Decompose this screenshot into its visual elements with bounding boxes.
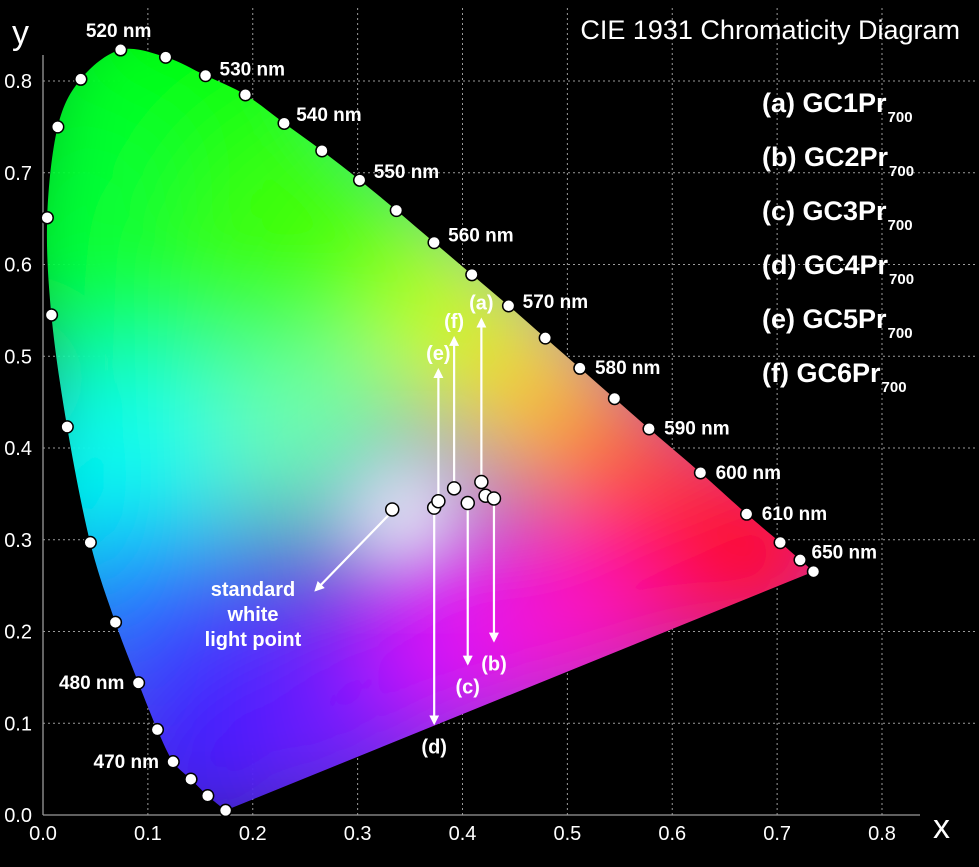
locus-point [60, 420, 74, 434]
white-point-marker [384, 502, 400, 517]
sample-point [486, 491, 502, 506]
wavelength-label: 560 nm [448, 225, 513, 246]
y-tick-label: 0.0 [4, 805, 32, 827]
locus-point [427, 235, 441, 250]
locus-point [218, 803, 233, 818]
locus-point [607, 391, 622, 406]
locus-point [693, 466, 708, 480]
locus-point [315, 143, 329, 158]
locus-point [238, 88, 253, 102]
locus-point [352, 173, 367, 187]
wavelength-label: 580 nm [595, 358, 660, 379]
wavelength-label: 570 nm [523, 292, 588, 313]
shift-arrows [314, 317, 499, 726]
tick-labels: 0.0 0.1 0.2 0.3 0.4 0.5 0.6 0.7 0.8 0.0 0.1 0.2 0.3 0… [4, 71, 896, 845]
sample-marker-label: (d) [421, 736, 447, 758]
annotation-line: light point [205, 629, 302, 651]
locus-point [113, 43, 128, 57]
legend-entry: (c) GC3Pr700 [762, 196, 913, 234]
y-tick-label: 0.2 [4, 622, 32, 644]
sample-marker-label: (e) [426, 343, 450, 365]
sample-marker-label: (b) [481, 654, 507, 676]
locus-point [184, 772, 198, 786]
y-tick-label: 0.6 [4, 255, 32, 277]
locus-point [642, 421, 656, 436]
wavelength-label: 550 nm [374, 162, 439, 183]
x-tick-label: 0.7 [763, 823, 791, 845]
legend-entry: (f) GC6Pr700 [762, 358, 907, 396]
x-axis-label: x [933, 808, 950, 846]
locus-point [166, 755, 180, 769]
sample-marker-label: (c) [456, 677, 480, 699]
locus-point [44, 308, 59, 322]
x-tick-label: 0.8 [868, 823, 896, 845]
locus-point [465, 267, 479, 282]
x-tick-label: 0.1 [134, 823, 162, 845]
x-tick-label: 0.2 [239, 823, 267, 845]
locus-point [158, 50, 173, 64]
locus-point [806, 564, 821, 579]
chart-title: CIE 1931 Chromaticity Diagram [580, 15, 960, 45]
locus-point [198, 68, 213, 83]
white-point-annotation: standard white light point [205, 579, 302, 651]
locus-point [501, 299, 516, 313]
y-tick-label: 0.5 [4, 346, 32, 368]
white-point-arrow [314, 514, 390, 592]
legend: (a) GC1Pr700 (b) GC2Pr700 (c) GC3Pr700 (d) … [762, 88, 914, 396]
legend-entry: (e) GC5Pr700 [762, 304, 913, 342]
sample-marker-label: (f) [444, 311, 464, 333]
locus-point [108, 615, 123, 630]
wavelength-label: 540 nm [296, 105, 361, 126]
wavelength-label: 530 nm [220, 59, 285, 80]
x-tick-label: 0.3 [344, 823, 372, 845]
y-tick-label: 0.8 [4, 71, 32, 93]
wavelength-label: 590 nm [664, 419, 729, 440]
locus-point [773, 535, 788, 550]
locus-point [277, 116, 291, 130]
locus-point [573, 361, 587, 375]
locus-point [150, 722, 165, 737]
wavelength-label: 610 nm [762, 504, 827, 525]
y-tick-label: 0.1 [4, 713, 32, 735]
locus-point [389, 203, 404, 218]
locus-point [50, 120, 65, 134]
plot-frame [42, 55, 920, 816]
locus-point [793, 553, 807, 567]
sample-points: (a) (b)(c) (d) (e) (f) [384, 293, 507, 758]
y-tick-label: 0.3 [4, 530, 32, 552]
locus-point [74, 72, 88, 86]
x-tick-label: 0.4 [449, 823, 477, 845]
x-tick-label: 0.5 [553, 823, 581, 845]
annotation-line: white [226, 604, 278, 626]
locus-point [83, 535, 97, 550]
x-tick-label: 0.6 [658, 823, 686, 845]
x-tick-label: 0.0 [29, 823, 57, 845]
locus-point [739, 507, 754, 521]
sample-point [431, 493, 446, 509]
wavelength-label: 470 nm [94, 752, 159, 773]
spectral-locus: 470 nm 480 nm 520 nm 530 nm 540 nm 550 nm 560 … [40, 21, 877, 818]
wavelength-label: 600 nm [716, 463, 781, 484]
annotation-line: standard [211, 579, 295, 601]
locus-point [538, 331, 553, 345]
sample-marker-label: (a) [469, 293, 493, 315]
wavelength-label: 650 nm [812, 543, 877, 564]
legend-entry: (a) GC1Pr700 [762, 88, 913, 126]
locus-point [131, 676, 146, 690]
wavelength-label: 520 nm [86, 21, 151, 42]
sample-point [474, 474, 489, 490]
legend-entry: (d) GC4Pr700 [762, 250, 914, 288]
wavelength-label: 480 nm [59, 673, 124, 694]
locus-point [40, 210, 54, 225]
legend-entry: (b) GC2Pr700 [762, 142, 914, 180]
y-tick-label: 0.4 [4, 438, 32, 460]
sample-point [460, 495, 475, 511]
y-tick-label: 0.7 [4, 163, 32, 185]
locus-point [200, 788, 215, 803]
y-axis-label: y [12, 14, 29, 52]
sample-point [446, 481, 462, 496]
